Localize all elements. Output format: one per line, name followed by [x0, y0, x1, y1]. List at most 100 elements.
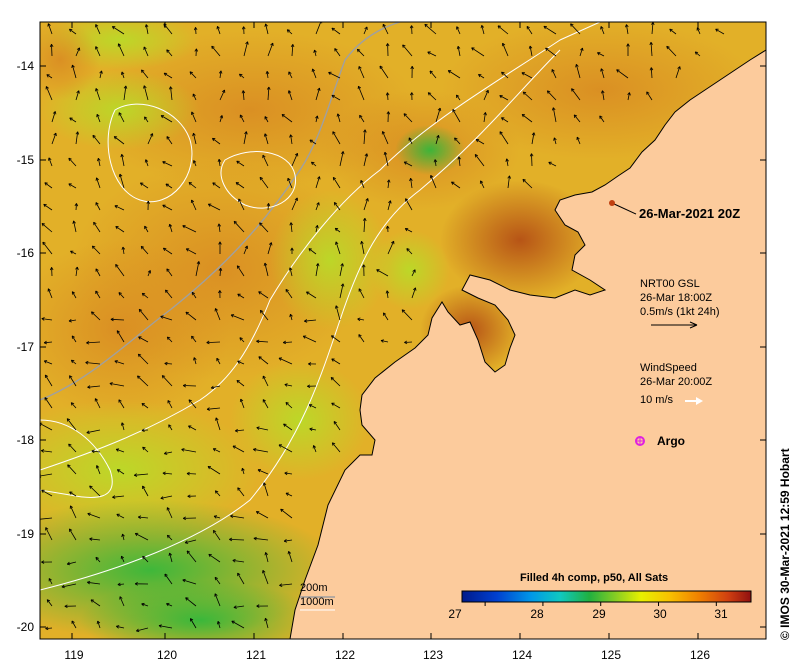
current-arrow [232, 445, 245, 453]
current-arrow [309, 428, 317, 431]
current-arrowhead [238, 198, 242, 202]
current-arrowhead [234, 428, 239, 433]
current-arrow [335, 241, 341, 255]
current-arrow [91, 450, 101, 453]
current-arrowhead [259, 176, 264, 181]
current-arrow [287, 178, 293, 189]
current-arrow [480, 180, 485, 189]
current-arrow [68, 319, 77, 322]
current-arrowhead [328, 71, 332, 76]
current-arrowhead [358, 334, 362, 338]
current-arrowhead [74, 203, 79, 207]
ytick-label: -20 [16, 620, 34, 634]
current-arrow [331, 358, 341, 365]
current-arrowhead [144, 159, 149, 163]
current-arrowhead [256, 426, 260, 430]
current-arrow [115, 226, 125, 233]
current-arrow [258, 356, 269, 365]
current-arrow [69, 375, 77, 387]
current-arrowhead [359, 114, 363, 119]
current-arrow [382, 24, 389, 35]
current-arrow [288, 71, 293, 79]
current-arrowhead [436, 135, 440, 139]
current-arrow [73, 220, 77, 233]
current-arrow [531, 153, 533, 167]
current-arrow [138, 353, 149, 365]
current-arrowhead [230, 514, 234, 519]
current-arrow [211, 385, 221, 389]
current-arrow [186, 473, 197, 475]
current-arrowhead [41, 489, 45, 494]
current-arrow [334, 227, 341, 233]
current-arrowhead [190, 618, 194, 622]
current-arrowhead [241, 26, 246, 30]
current-arrowhead [427, 92, 432, 96]
current-arrowhead [265, 71, 270, 75]
current-arrow [165, 289, 173, 299]
current-arrowhead [232, 445, 236, 449]
current-arrow [138, 336, 149, 343]
current-arrow [497, 25, 509, 35]
current-arrowhead [571, 88, 575, 92]
current-arrowhead [447, 70, 452, 74]
current-arrowhead [67, 464, 71, 468]
current-arrow [315, 202, 320, 211]
current-arrowhead [89, 537, 93, 541]
current-arrow [308, 248, 317, 255]
current-arrow [357, 48, 365, 57]
current-arrow [192, 93, 197, 101]
current-arrow [70, 505, 77, 519]
xtick-label: 126 [689, 648, 711, 662]
current-arrow [283, 423, 293, 431]
current-arrowhead [144, 24, 149, 28]
current-arrow [264, 133, 269, 145]
current-legend-arrowhead [689, 321, 698, 329]
current-arrowhead [97, 157, 101, 162]
current-arrowhead [427, 51, 431, 55]
current-arrow [241, 468, 245, 475]
current-arrow [285, 289, 293, 299]
current-arrow [122, 533, 125, 541]
current-arrow [217, 621, 221, 629]
current-arrowhead [53, 132, 57, 137]
current-arrowhead [71, 620, 75, 624]
current-arrow [239, 73, 245, 79]
current-arrow [328, 72, 341, 79]
current-arrowhead [71, 291, 76, 295]
current-arrowhead [258, 356, 262, 360]
colorbar-tick-label: 29 [592, 607, 606, 621]
current-arrow [141, 603, 149, 607]
current-arrowhead [92, 134, 96, 139]
current-arrow [597, 52, 605, 57]
current-arrowhead [193, 160, 197, 164]
bathy-1000m [40, 22, 601, 471]
current-arrow [267, 86, 270, 101]
current-arrow [167, 336, 173, 343]
current-arrowhead [308, 362, 312, 366]
current-arrowhead [262, 569, 266, 574]
current-arrowhead [331, 442, 336, 446]
current-arrowhead [521, 72, 525, 76]
current-arrow [169, 224, 173, 233]
current-arrow [86, 341, 101, 344]
current-arrow [361, 241, 365, 255]
current-arrow [92, 135, 101, 145]
current-arrowhead [363, 129, 367, 133]
current-arrow [186, 550, 197, 563]
current-arrowhead [188, 182, 193, 186]
current-arrow [502, 43, 509, 57]
current-arrowhead [576, 136, 580, 141]
current-arrow [358, 86, 365, 101]
current-arrow [456, 94, 461, 101]
current-arrowhead [95, 88, 99, 92]
current-arrow [162, 472, 173, 475]
current-arrow [360, 180, 365, 189]
current-arrowhead [262, 154, 266, 159]
current-arrowhead [196, 261, 201, 265]
current-arrowhead [194, 48, 199, 52]
current-arrow [646, 91, 653, 101]
current-arrow [571, 88, 581, 101]
current-arrow [257, 469, 269, 475]
current-arrowhead [214, 308, 218, 312]
